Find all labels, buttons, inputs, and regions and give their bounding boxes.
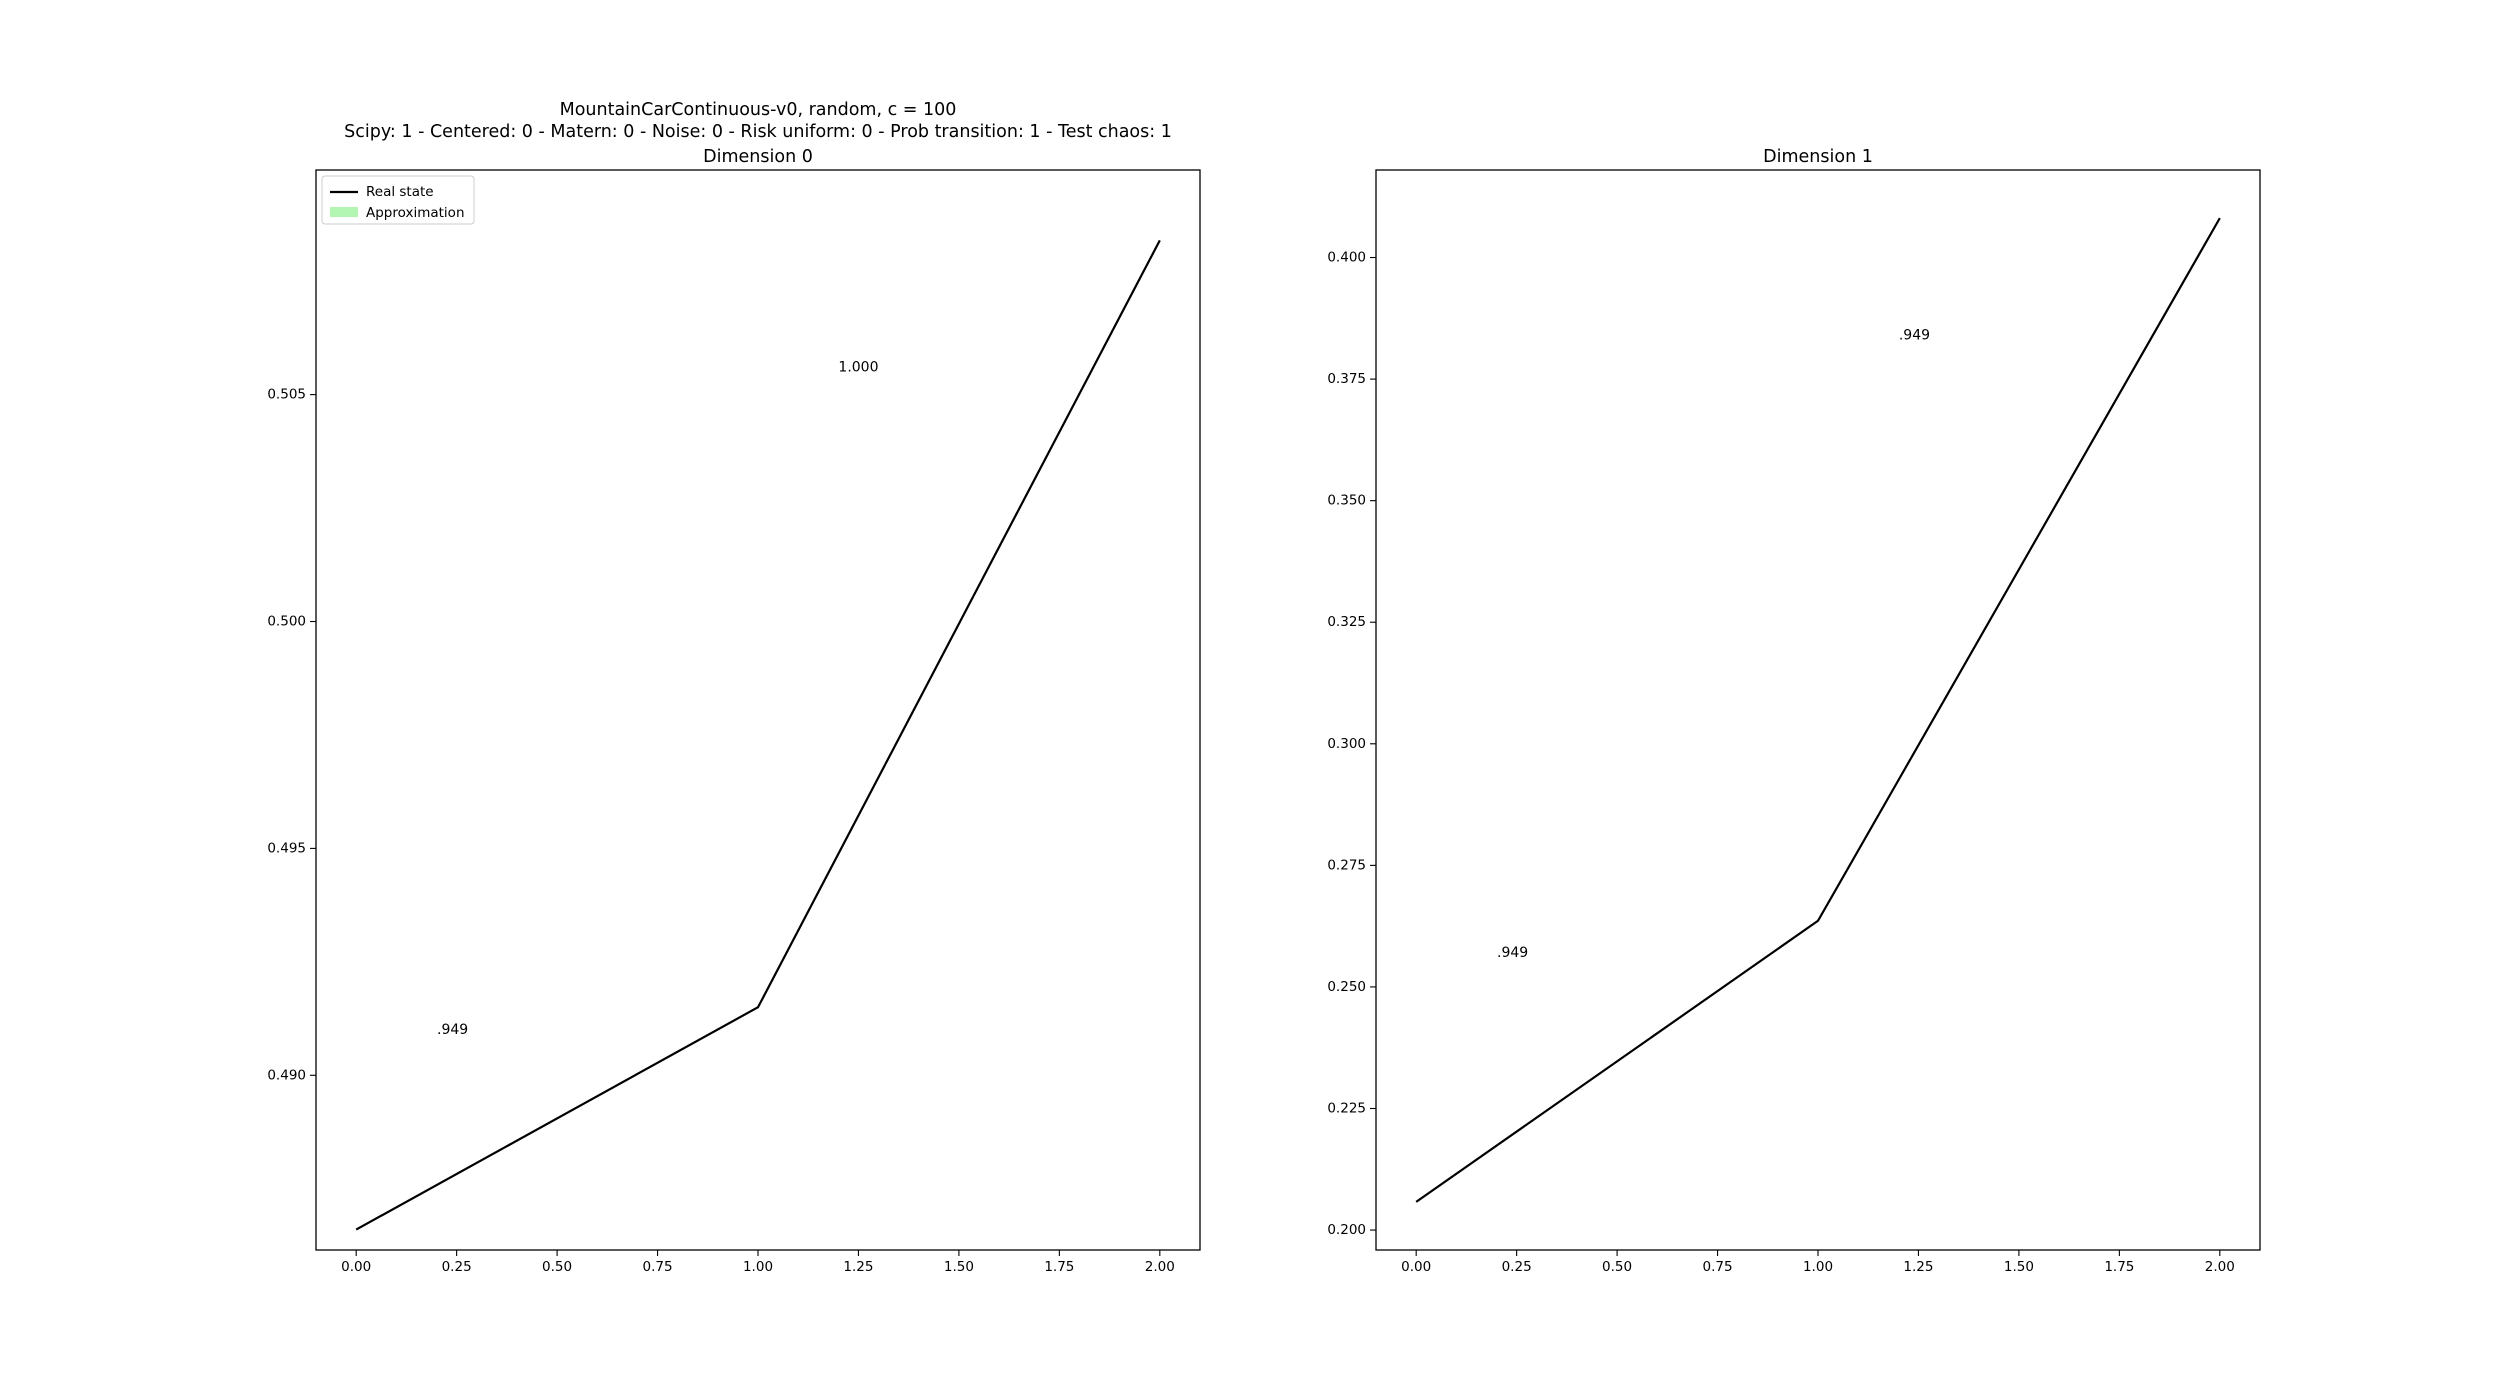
y-tick-label: 0.300: [1327, 736, 1366, 752]
confidence-annotation: .949: [1899, 327, 1930, 343]
series-line-real-state: [1415, 217, 2221, 1203]
x-tick-label: 0.25: [1502, 1259, 1532, 1275]
x-tick-label: 0.50: [1602, 1259, 1632, 1275]
x-tick-label: 2.00: [2205, 1259, 2235, 1275]
y-tick-label: 0.225: [1327, 1100, 1366, 1116]
x-tick-label: 1.50: [944, 1259, 974, 1275]
legend-box: [321, 175, 475, 225]
legend: Real state Approximation: [321, 175, 475, 225]
x-tick-label: 1.50: [2004, 1259, 2034, 1275]
x-tick-label: 0.75: [1703, 1259, 1733, 1275]
legend-approximation-swatch: [330, 207, 358, 217]
y-tick-label: 0.500: [267, 614, 306, 630]
confidence-annotation: 1.000: [838, 359, 878, 375]
x-tick-label: 0.00: [1401, 1259, 1431, 1275]
x-tick-label: 2.00: [1145, 1259, 1175, 1275]
figure-subtitle: Scipy: 1 - Centered: 0 - Matern: 0 - Noi…: [344, 122, 1172, 142]
y-tick-label: 0.505: [267, 387, 306, 403]
legend-real-state-label: Real state: [366, 184, 434, 200]
x-tick-label: 0.00: [341, 1259, 371, 1275]
x-tick-label: 1.75: [2104, 1259, 2134, 1275]
y-tick-label: 0.325: [1327, 614, 1366, 630]
y-tick-label: 0.375: [1327, 371, 1366, 387]
y-tick-label: 0.275: [1327, 857, 1366, 873]
x-tick-label: 1.00: [743, 1259, 773, 1275]
confidence-annotation: .949: [437, 1022, 468, 1038]
y-tick-label: 0.250: [1327, 979, 1366, 995]
figure-title: MountainCarContinuous-v0, random, c = 10…: [559, 100, 957, 120]
y-tick-label: 0.490: [267, 1067, 306, 1083]
axes-title: Dimension 1: [1763, 147, 1873, 167]
panel-dimension-1: Dimension 1 0.00 0.25 0.50 0.75 1.00 1.25 1.50 1…: [1327, 147, 2261, 1275]
x-tick-label: 1.75: [1044, 1259, 1074, 1275]
panel-dimension-0: Dimension 0 0.00 0.25 0.50 0.75 1.00 1.25 1.50 1…: [267, 147, 1201, 1275]
y-tick-label: 0.400: [1327, 250, 1366, 266]
x-tick-label: 0.50: [542, 1259, 572, 1275]
x-tick-label: 1.25: [843, 1259, 873, 1275]
x-tick-label: 0.25: [442, 1259, 472, 1275]
series-line-real-state: [355, 239, 1161, 1231]
confidence-annotation: .949: [1497, 945, 1528, 961]
axes-frame: [1375, 169, 2261, 1251]
x-tick-label: 1.25: [1903, 1259, 1933, 1275]
y-tick-label: 0.200: [1327, 1222, 1366, 1238]
legend-approximation-label: Approximation: [366, 205, 465, 221]
y-tick-label: 0.350: [1327, 493, 1366, 509]
axes-title: Dimension 0: [703, 147, 813, 167]
x-tick-label: 0.75: [643, 1259, 673, 1275]
x-tick-label: 1.00: [1803, 1259, 1833, 1275]
axes-frame: [315, 169, 1201, 1251]
y-tick-label: 0.495: [267, 840, 306, 856]
